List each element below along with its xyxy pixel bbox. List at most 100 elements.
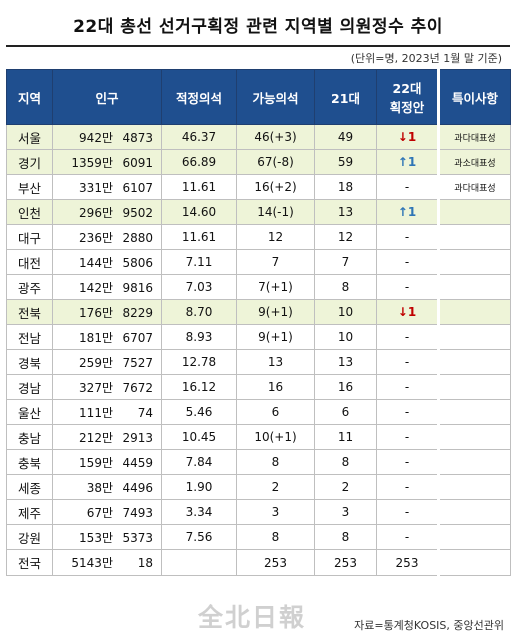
- proper-seats-cell: 1.90: [161, 474, 237, 500]
- region-cell: 경기: [6, 149, 53, 175]
- population-cell: 1359만 6091: [52, 149, 162, 175]
- proper-seats-cell: 66.89: [161, 149, 237, 175]
- note-cell: [437, 374, 511, 400]
- proper-seats-cell: 7.84: [161, 449, 237, 475]
- proper-seats-cell: 7.03: [161, 274, 237, 300]
- note-cell: [437, 499, 511, 525]
- region-cell: 서울: [6, 124, 53, 150]
- table-row: 경기 1359만 6091 66.89 67(-8) 59 ↑1 과소대표성: [6, 149, 511, 175]
- plan-value: -: [404, 455, 410, 469]
- population-cell: 327만 7672: [52, 374, 162, 400]
- total-note-cell: [437, 549, 511, 576]
- total-row: 전국 5143만 18 253 253 253: [6, 549, 511, 576]
- possible-seats-cell: 12: [236, 224, 315, 250]
- proper-seats-cell: 3.34: [161, 499, 237, 525]
- seats-21-cell: 8: [314, 524, 377, 550]
- header-region: 지역: [6, 69, 53, 125]
- proper-seats-cell: 10.45: [161, 424, 237, 450]
- region-cell: 충북: [6, 449, 53, 475]
- population-ten-thousands: 5143만: [71, 556, 113, 570]
- plan-22-cell: ↑1: [376, 199, 439, 225]
- note-cell: [437, 299, 511, 325]
- total-possible-seats-cell: 253: [236, 549, 315, 576]
- proper-seats-cell: 16.12: [161, 374, 237, 400]
- population-cell: 331만 6107: [52, 174, 162, 200]
- table-row: 강원 153만 5373 7.56 8 8-: [6, 524, 511, 550]
- population-remainder: 7527: [122, 355, 153, 370]
- plan-down-arrow: ↓1: [397, 130, 417, 144]
- population-remainder: 7493: [122, 505, 153, 520]
- plan-down-arrow: ↓1: [397, 305, 417, 319]
- plan-value: -: [404, 480, 410, 494]
- population-ten-thousands: 327만: [79, 380, 113, 395]
- note-cell: [437, 399, 511, 425]
- proper-seats-cell: 11.61: [161, 224, 237, 250]
- table-row: 경남 327만 7672 16.12 16 16-: [6, 374, 511, 400]
- table-row: 전북 176만 8229 8.70 9(+1) 10 ↓1: [6, 299, 511, 325]
- seats-21-cell: 7: [314, 249, 377, 275]
- note-cell: [437, 224, 511, 250]
- plan-value: -: [404, 405, 410, 419]
- header-population: 인구: [52, 69, 162, 125]
- population-cell: 142만 9816: [52, 274, 162, 300]
- table-header-row: 지역 인구 적정의석 가능의석 21대 22대 획정안 특이사항: [6, 69, 511, 125]
- header-plan-22-line2: 획정안: [389, 100, 425, 115]
- note-cell: 과다대표성: [437, 124, 511, 150]
- population-remainder: 8229: [122, 305, 153, 320]
- header-notes: 특이사항: [437, 69, 511, 125]
- possible-seats-cell: 3: [236, 499, 315, 525]
- plan-value: -: [404, 380, 410, 394]
- total-region-cell: 전국: [6, 549, 53, 576]
- population-remainder: 6091: [122, 155, 153, 170]
- possible-seats-cell: 7(+1): [236, 274, 315, 300]
- note-cell: [437, 474, 511, 500]
- plan-22-cell: -: [376, 224, 439, 250]
- seats-21-cell: 8: [314, 274, 377, 300]
- region-cell: 강원: [6, 524, 53, 550]
- table-row: 대전 144만 5806 7.11 7 7-: [6, 249, 511, 275]
- plan-22-cell: -: [376, 399, 439, 425]
- plan-value: -: [404, 280, 410, 294]
- region-cell: 경남: [6, 374, 53, 400]
- seats-21-cell: 16: [314, 374, 377, 400]
- proper-seats-cell: 12.78: [161, 349, 237, 375]
- region-cell: 제주: [6, 499, 53, 525]
- possible-seats-cell: 9(+1): [236, 299, 315, 325]
- possible-seats-cell: 6: [236, 399, 315, 425]
- seats-21-cell: 13: [314, 199, 377, 225]
- table-row: 광주 142만 9816 7.03 7(+1) 8 -: [6, 274, 511, 300]
- population-remainder: 5806: [122, 255, 153, 270]
- plan-value: -: [404, 255, 410, 269]
- plan-22-cell: -: [376, 499, 439, 525]
- population-ten-thousands: 67만: [86, 505, 113, 520]
- region-cell: 울산: [6, 399, 53, 425]
- population-cell: 942만 4873: [52, 124, 162, 150]
- plan-22-cell: -: [376, 349, 439, 375]
- region-cell: 충남: [6, 424, 53, 450]
- population-remainder: 6707: [122, 330, 153, 345]
- plan-up-arrow: ↑1: [397, 205, 417, 219]
- population-ten-thousands: 38만: [86, 480, 113, 495]
- proper-seats-cell: 7.11: [161, 249, 237, 275]
- plan-value: -: [404, 530, 410, 544]
- region-cell: 대구: [6, 224, 53, 250]
- population-remainder: 4459: [122, 455, 153, 470]
- plan-22-cell: -: [376, 324, 439, 350]
- population-cell: 181만 6707: [52, 324, 162, 350]
- population-remainder: 2913: [122, 430, 153, 445]
- population-remainder: 9502: [122, 205, 153, 220]
- population-ten-thousands: 181만: [79, 330, 113, 345]
- note-cell: 과다대표성: [437, 174, 511, 200]
- population-remainder: 6107: [122, 180, 153, 195]
- possible-seats-cell: 9(+1): [236, 324, 315, 350]
- table-row: 제주 67만 7493 3.34 3 3-: [6, 499, 511, 525]
- plan-22-cell: -: [376, 474, 439, 500]
- header-plan-22-line1: 22대: [392, 81, 422, 96]
- total-plan-22-cell: 253: [376, 549, 439, 576]
- proper-seats-cell: 14.60: [161, 199, 237, 225]
- population-remainder: 9816: [122, 280, 153, 295]
- header-possible-seats: 가능의석: [236, 69, 315, 125]
- population-ten-thousands: 259만: [79, 355, 113, 370]
- possible-seats-cell: 16(+2): [236, 174, 315, 200]
